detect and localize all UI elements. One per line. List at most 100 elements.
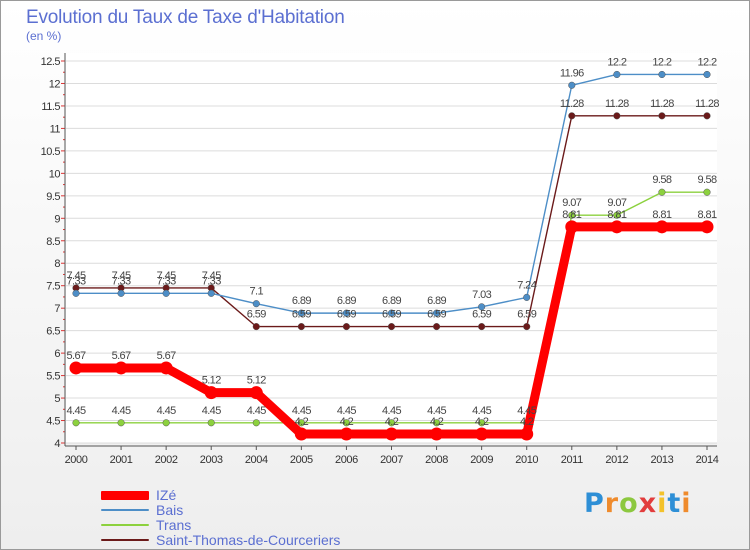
legend-swatch (101, 509, 149, 511)
data-point (610, 220, 624, 234)
data-label: 7.03 (472, 289, 491, 301)
logo-letter: t (667, 488, 682, 519)
legend-swatch (101, 490, 149, 500)
data-point (162, 289, 170, 297)
data-point (249, 386, 263, 400)
data-label: 11.28 (695, 98, 719, 110)
data-point (568, 112, 576, 120)
data-label: 9.07 (562, 197, 581, 209)
data-label: 6.89 (337, 295, 356, 307)
data-point (613, 70, 621, 79)
data-point (252, 300, 260, 308)
data-point (252, 323, 260, 331)
data-point (703, 70, 711, 79)
logo-letter: r (604, 488, 620, 519)
data-point (658, 70, 666, 79)
data-label: 4.45 (112, 405, 131, 417)
logo-letter: o (619, 488, 639, 519)
data-label: 4.45 (292, 405, 311, 417)
data-point (117, 289, 125, 297)
data-point (69, 361, 83, 375)
y-tick-label: 6 (54, 348, 60, 360)
data-point (700, 220, 714, 234)
data-label: 8.81 (607, 209, 626, 221)
x-tick-label: 2004 (245, 454, 268, 466)
data-label: 8.81 (562, 209, 581, 221)
data-point (433, 309, 441, 317)
data-label: 4.45 (517, 405, 536, 417)
data-point (568, 81, 576, 89)
data-point (478, 419, 486, 427)
legend-item: IZé (101, 487, 176, 503)
x-tick-label: 2005 (290, 454, 313, 466)
data-point (658, 188, 666, 196)
data-point (658, 112, 666, 120)
data-label: 4.45 (427, 405, 446, 417)
data-label: 6.59 (337, 309, 356, 321)
y-tick-label: 11 (50, 123, 61, 135)
data-point (207, 419, 215, 427)
y-tick-label: 4.5 (46, 416, 60, 428)
data-point (385, 427, 398, 441)
data-point (565, 220, 579, 234)
data-point (297, 323, 305, 331)
data-point (568, 211, 576, 219)
data-label: 12.2 (607, 56, 626, 68)
data-label: 4.2 (430, 416, 444, 428)
logo-letter: i (681, 488, 692, 519)
proxiti-logo: Proxiti (584, 488, 692, 519)
logo-letter: P (584, 488, 605, 519)
chart-subtitle: (en %) (26, 29, 62, 43)
data-point (339, 427, 353, 441)
data-label: 7.45 (202, 270, 221, 282)
data-label: 6.89 (292, 295, 311, 307)
y-tick-label: 9.5 (46, 191, 60, 203)
data-label: 4.45 (202, 405, 221, 417)
y-tick-label: 10 (49, 168, 61, 180)
data-point (703, 188, 711, 196)
data-point (433, 323, 441, 331)
data-point (297, 309, 305, 317)
data-point (703, 112, 711, 120)
data-point (387, 309, 396, 317)
data-point (72, 289, 80, 297)
y-tick-label: 6.5 (46, 326, 60, 338)
data-label: 9.58 (697, 174, 716, 186)
data-label: 8.81 (697, 209, 716, 221)
data-label: 7.33 (157, 275, 176, 287)
data-point (207, 289, 215, 297)
data-point (613, 112, 621, 120)
data-point (475, 427, 489, 441)
x-tick-label: 2001 (110, 454, 133, 466)
data-label: 7.24 (517, 279, 536, 291)
data-label: 6.89 (382, 295, 401, 307)
data-point (72, 419, 80, 427)
logo-letter: x (638, 488, 658, 519)
data-label: 8.81 (652, 209, 671, 221)
data-point (430, 427, 444, 441)
plot-area (66, 53, 717, 443)
data-label: 7.45 (66, 270, 85, 282)
data-label: 11.28 (605, 98, 629, 110)
data-label: 5.67 (66, 350, 85, 362)
data-label: 5.67 (112, 350, 131, 362)
data-label: 11.96 (560, 67, 584, 79)
data-point (342, 309, 350, 317)
y-tick-label: 10.5 (41, 146, 61, 158)
y-tick-label: 12.5 (41, 56, 61, 68)
data-label: 7.33 (66, 275, 85, 287)
legend-label: Trans (156, 517, 192, 533)
chart-title: Evolution du Taux de Taxe d'Habitation (26, 7, 345, 28)
data-label: 4.2 (385, 416, 399, 428)
x-tick-label: 2007 (380, 454, 403, 466)
data-point (387, 323, 396, 331)
x-tick-label: 2003 (200, 454, 223, 466)
data-label: 6.59 (292, 309, 311, 321)
data-label: 5.12 (202, 375, 221, 387)
data-label: 7.1 (250, 286, 264, 298)
data-point (613, 211, 621, 219)
data-label: 6.59 (247, 309, 266, 321)
y-tick-label: 9 (54, 213, 60, 225)
